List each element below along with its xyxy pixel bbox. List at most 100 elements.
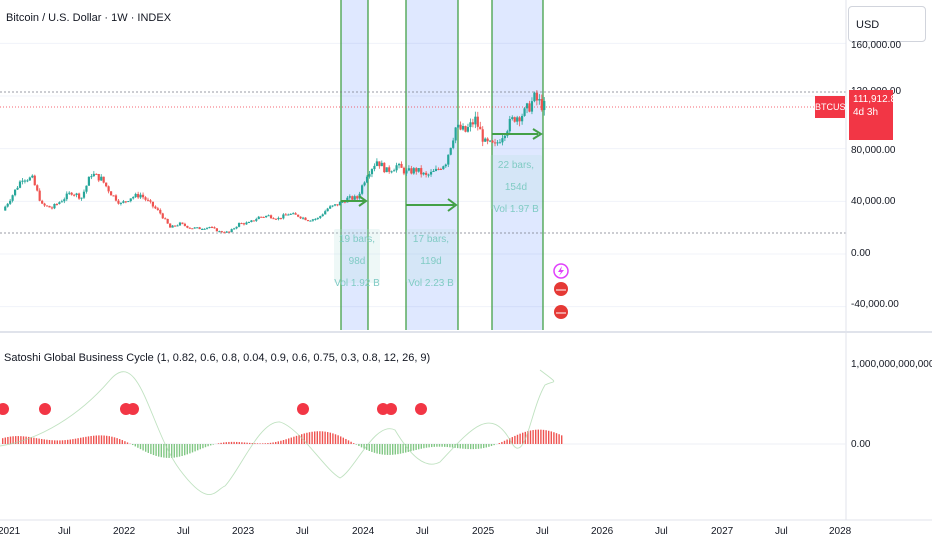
histogram-bar xyxy=(113,437,116,444)
histogram-bar xyxy=(230,441,233,444)
histogram-bar xyxy=(498,443,500,444)
candle-body xyxy=(484,138,487,142)
candle-body xyxy=(412,168,415,174)
histogram-bar xyxy=(319,431,321,444)
candle-body xyxy=(301,217,305,219)
candle-body xyxy=(538,99,541,101)
candle-body xyxy=(442,166,445,170)
candle-body xyxy=(373,165,376,170)
indicator-title[interactable]: Satoshi Global Business Cycle (1, 0.82, … xyxy=(4,352,431,364)
histogram-bar xyxy=(386,444,389,455)
histogram-bar xyxy=(269,442,272,444)
histogram-bar xyxy=(298,434,300,444)
candle-body xyxy=(82,191,86,198)
range-callout-3: 22 bars, 154d Vol 1.97 B xyxy=(490,155,542,215)
histogram-bar xyxy=(306,432,308,444)
candle-body xyxy=(407,168,410,171)
candle-body xyxy=(380,162,383,167)
candle-body xyxy=(171,225,174,228)
histogram-bar xyxy=(93,435,95,444)
candle-body xyxy=(311,219,314,221)
histogram-bar xyxy=(389,444,391,455)
histogram-bar xyxy=(77,438,79,444)
candle-body xyxy=(237,223,241,227)
candle-body xyxy=(198,227,201,230)
range-callout-1-bars: 19 bars, 98d xyxy=(338,234,376,267)
histogram-bar xyxy=(373,444,376,453)
histogram-bar xyxy=(532,430,534,444)
histogram-bar xyxy=(485,444,487,448)
candle-body xyxy=(464,126,467,132)
candle-body xyxy=(225,231,228,233)
candle-body xyxy=(105,182,108,187)
time-tick: 2023 xyxy=(232,526,255,537)
candle-body xyxy=(457,124,460,128)
candle-body xyxy=(284,214,287,216)
candle-body xyxy=(13,189,17,196)
candle-body xyxy=(33,175,36,186)
candle-body xyxy=(326,208,329,212)
candle-body xyxy=(363,182,366,186)
histogram-bar xyxy=(321,431,324,444)
histogram-bar xyxy=(178,444,181,457)
candle-body xyxy=(329,206,332,209)
candle-body xyxy=(114,195,118,201)
candle-body xyxy=(16,187,19,190)
candle-body xyxy=(466,127,470,132)
range-callout-2: 17 bars, 119d Vol 2.23 B xyxy=(406,229,456,289)
histogram-bar xyxy=(54,440,56,444)
histogram-bar xyxy=(493,444,495,446)
histogram-bar xyxy=(228,441,230,444)
candle-body xyxy=(77,193,81,199)
symbol-title[interactable]: Bitcoin / U.S. Dollar · 1W · INDEX xyxy=(6,12,172,24)
candle-body xyxy=(427,174,430,176)
histogram-bar xyxy=(467,444,469,450)
histogram-bar xyxy=(405,444,407,453)
histogram-bar xyxy=(43,439,45,444)
marker-1 xyxy=(0,403,9,415)
candle-body xyxy=(85,185,88,192)
candle-body xyxy=(540,99,543,111)
histogram-bar xyxy=(371,444,373,452)
histogram-bar xyxy=(163,444,165,458)
histogram-bar xyxy=(363,444,365,449)
time-tick: Jul xyxy=(296,526,309,537)
bar-countdown: 4d 3h xyxy=(853,107,879,118)
histogram-bar xyxy=(293,436,295,444)
candle-body xyxy=(87,176,91,186)
candle-body xyxy=(272,218,275,220)
last-price-value: 111,912.87 xyxy=(853,94,902,105)
candle-body xyxy=(304,217,307,221)
histogram-bar xyxy=(4,437,6,444)
histogram xyxy=(2,429,563,458)
candle-body xyxy=(139,194,142,198)
histogram-bar xyxy=(431,444,433,448)
histogram-bar xyxy=(550,431,552,444)
histogram-bar xyxy=(176,444,178,458)
histogram-bar xyxy=(394,444,396,455)
histogram-bar xyxy=(223,442,225,444)
candle-body xyxy=(493,142,497,144)
candle-body xyxy=(297,214,300,217)
candle-body xyxy=(45,205,49,207)
candle-body xyxy=(208,227,211,229)
candle-body xyxy=(173,225,177,227)
histogram-bar xyxy=(488,444,490,447)
candle-body xyxy=(479,126,482,130)
currency-selector[interactable]: USD xyxy=(848,6,926,42)
histogram-bar xyxy=(225,442,227,444)
histogram-bar xyxy=(82,437,84,444)
candle-body xyxy=(388,167,391,172)
range-callout-1-volume: Vol 1.92 B xyxy=(334,278,380,289)
histogram-bar xyxy=(415,444,417,450)
candle-body xyxy=(31,175,34,178)
histogram-bar xyxy=(353,443,355,444)
histogram-bar xyxy=(69,439,71,444)
histogram-bar xyxy=(33,437,35,444)
histogram-bar xyxy=(483,444,485,449)
histogram-bar xyxy=(303,433,305,444)
histogram-bar xyxy=(48,439,51,444)
time-tick: Jul xyxy=(536,526,549,537)
histogram-bar xyxy=(145,444,147,452)
